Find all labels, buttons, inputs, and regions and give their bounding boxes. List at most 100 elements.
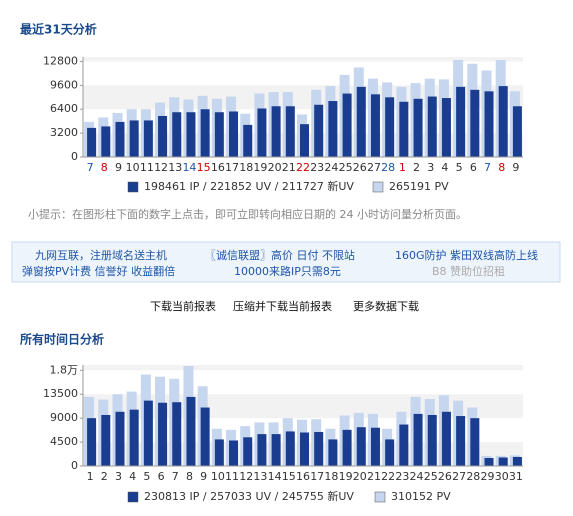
x-tick-label[interactable]: 5: [143, 470, 150, 483]
x-tick-label[interactable]: 27: [452, 470, 466, 483]
bar: [314, 431, 324, 466]
bar: [370, 94, 380, 157]
bar: [243, 124, 253, 157]
x-tick-label[interactable]: 8: [186, 470, 193, 483]
x-tick-label[interactable]: 15: [282, 470, 296, 483]
x-tick-label[interactable]: 17: [225, 161, 239, 174]
ad-link[interactable]: 160G防护 紫田双线高防上线: [395, 248, 538, 262]
x-tick-label[interactable]: 3: [427, 161, 434, 174]
x-tick-label[interactable]: 26: [353, 161, 367, 174]
x-tick-label[interactable]: 13: [253, 470, 267, 483]
bar: [314, 104, 324, 157]
x-tick-label[interactable]: 9: [200, 470, 207, 483]
x-tick-label[interactable]: 1: [87, 470, 94, 483]
bar: [271, 106, 281, 157]
bar: [87, 418, 97, 466]
bar: [356, 427, 366, 466]
download-link[interactable]: 下载当前报表: [150, 299, 216, 313]
x-tick-label[interactable]: 11: [140, 161, 154, 174]
bar: [427, 96, 437, 157]
ad-link[interactable]: 〖诚信联盟〗高价 日付 不限站: [205, 248, 355, 262]
section-title: 最近31天分析: [20, 22, 97, 37]
x-tick-label[interactable]: 4: [129, 470, 136, 483]
x-tick-label[interactable]: 25: [339, 161, 353, 174]
x-tick-label[interactable]: 28: [381, 161, 395, 174]
x-tick-label[interactable]: 7: [172, 470, 179, 483]
bar: [300, 432, 309, 466]
x-tick-label[interactable]: 14: [182, 161, 196, 174]
x-tick-label[interactable]: 23: [310, 161, 324, 174]
x-tick-label[interactable]: 12: [154, 161, 168, 174]
y-tick-label: 3200: [50, 126, 78, 139]
x-tick-label[interactable]: 7: [484, 161, 491, 174]
x-tick-label[interactable]: 18: [324, 470, 338, 483]
x-tick-label[interactable]: 10: [211, 470, 225, 483]
x-tick-label[interactable]: 16: [211, 161, 225, 174]
x-tick-label[interactable]: 24: [410, 470, 424, 483]
ad-link[interactable]: 九网互联，注册域名送主机: [35, 248, 167, 262]
ad-link[interactable]: 弹窗按PV计费 信誉好 收益翻倍: [22, 264, 175, 278]
x-tick-label[interactable]: 25: [424, 470, 438, 483]
bar: [101, 414, 111, 466]
x-tick-label[interactable]: 1: [399, 161, 406, 174]
x-tick-label[interactable]: 2: [101, 470, 108, 483]
x-tick-label[interactable]: 27: [367, 161, 381, 174]
x-tick-label[interactable]: 18: [239, 161, 253, 174]
x-tick-label[interactable]: 8: [101, 161, 108, 174]
x-tick-label[interactable]: 8: [498, 161, 505, 174]
x-tick-label[interactable]: 28: [466, 470, 480, 483]
bar: [328, 439, 338, 466]
x-tick-label[interactable]: 6: [470, 161, 477, 174]
x-tick-label[interactable]: 6: [158, 470, 165, 483]
x-tick-label[interactable]: 20: [353, 470, 367, 483]
x-tick-label[interactable]: 13: [168, 161, 182, 174]
x-tick-label[interactable]: 24: [324, 161, 338, 174]
bar: [399, 424, 409, 466]
plot-band: [83, 365, 523, 371]
legend-swatch: [374, 491, 386, 503]
x-tick-label[interactable]: 10: [126, 161, 140, 174]
ad-link[interactable]: 10000来路IP只需8元: [234, 265, 341, 278]
x-tick-label[interactable]: 9: [115, 161, 122, 174]
ad-link[interactable]: B8 赞助位招租: [432, 264, 505, 278]
x-tick-label[interactable]: 22: [296, 161, 310, 174]
x-tick-label[interactable]: 14: [268, 470, 282, 483]
download-link[interactable]: 压缩并下载当前报表: [233, 299, 332, 313]
bar: [143, 120, 153, 157]
x-tick-label[interactable]: 21: [282, 161, 296, 174]
bar: [498, 86, 508, 157]
x-tick-label[interactable]: 2: [413, 161, 420, 174]
bar: [385, 97, 395, 157]
x-tick-label[interactable]: 19: [253, 161, 267, 174]
x-tick-label[interactable]: 23: [395, 470, 409, 483]
x-tick-label[interactable]: 31: [509, 470, 523, 483]
bar: [512, 106, 522, 157]
y-tick-label: 0: [71, 150, 78, 163]
x-tick-label[interactable]: 22: [381, 470, 395, 483]
x-tick-label[interactable]: 30: [495, 470, 509, 483]
x-tick-label[interactable]: 15: [197, 161, 211, 174]
x-tick-label[interactable]: 5: [456, 161, 463, 174]
x-tick-label[interactable]: 17: [310, 470, 324, 483]
x-tick-label[interactable]: 26: [438, 470, 452, 483]
bar: [229, 111, 239, 157]
x-tick-label[interactable]: 9: [512, 161, 519, 174]
bar: [456, 416, 466, 466]
x-tick-label[interactable]: 12: [239, 470, 253, 483]
bar: [427, 414, 437, 466]
x-tick-label[interactable]: 3: [115, 470, 122, 483]
x-tick-label[interactable]: 11: [225, 470, 239, 483]
download-link[interactable]: 更多数据下载: [353, 299, 419, 313]
x-tick-label[interactable]: 19: [339, 470, 353, 483]
x-tick-label[interactable]: 20: [268, 161, 282, 174]
x-tick-label[interactable]: 29: [481, 470, 495, 483]
tip: 小提示：在图形柱下面的数字上点击，即可立即转向相应日期的 24 小时访问量分析页…: [28, 207, 467, 221]
bar: [470, 89, 480, 157]
bar: [484, 91, 494, 157]
bar: [229, 440, 239, 466]
x-tick-label[interactable]: 16: [296, 470, 310, 483]
x-tick-label[interactable]: 7: [87, 161, 94, 174]
x-tick-label[interactable]: 4: [441, 161, 448, 174]
x-tick-label[interactable]: 21: [367, 470, 381, 483]
